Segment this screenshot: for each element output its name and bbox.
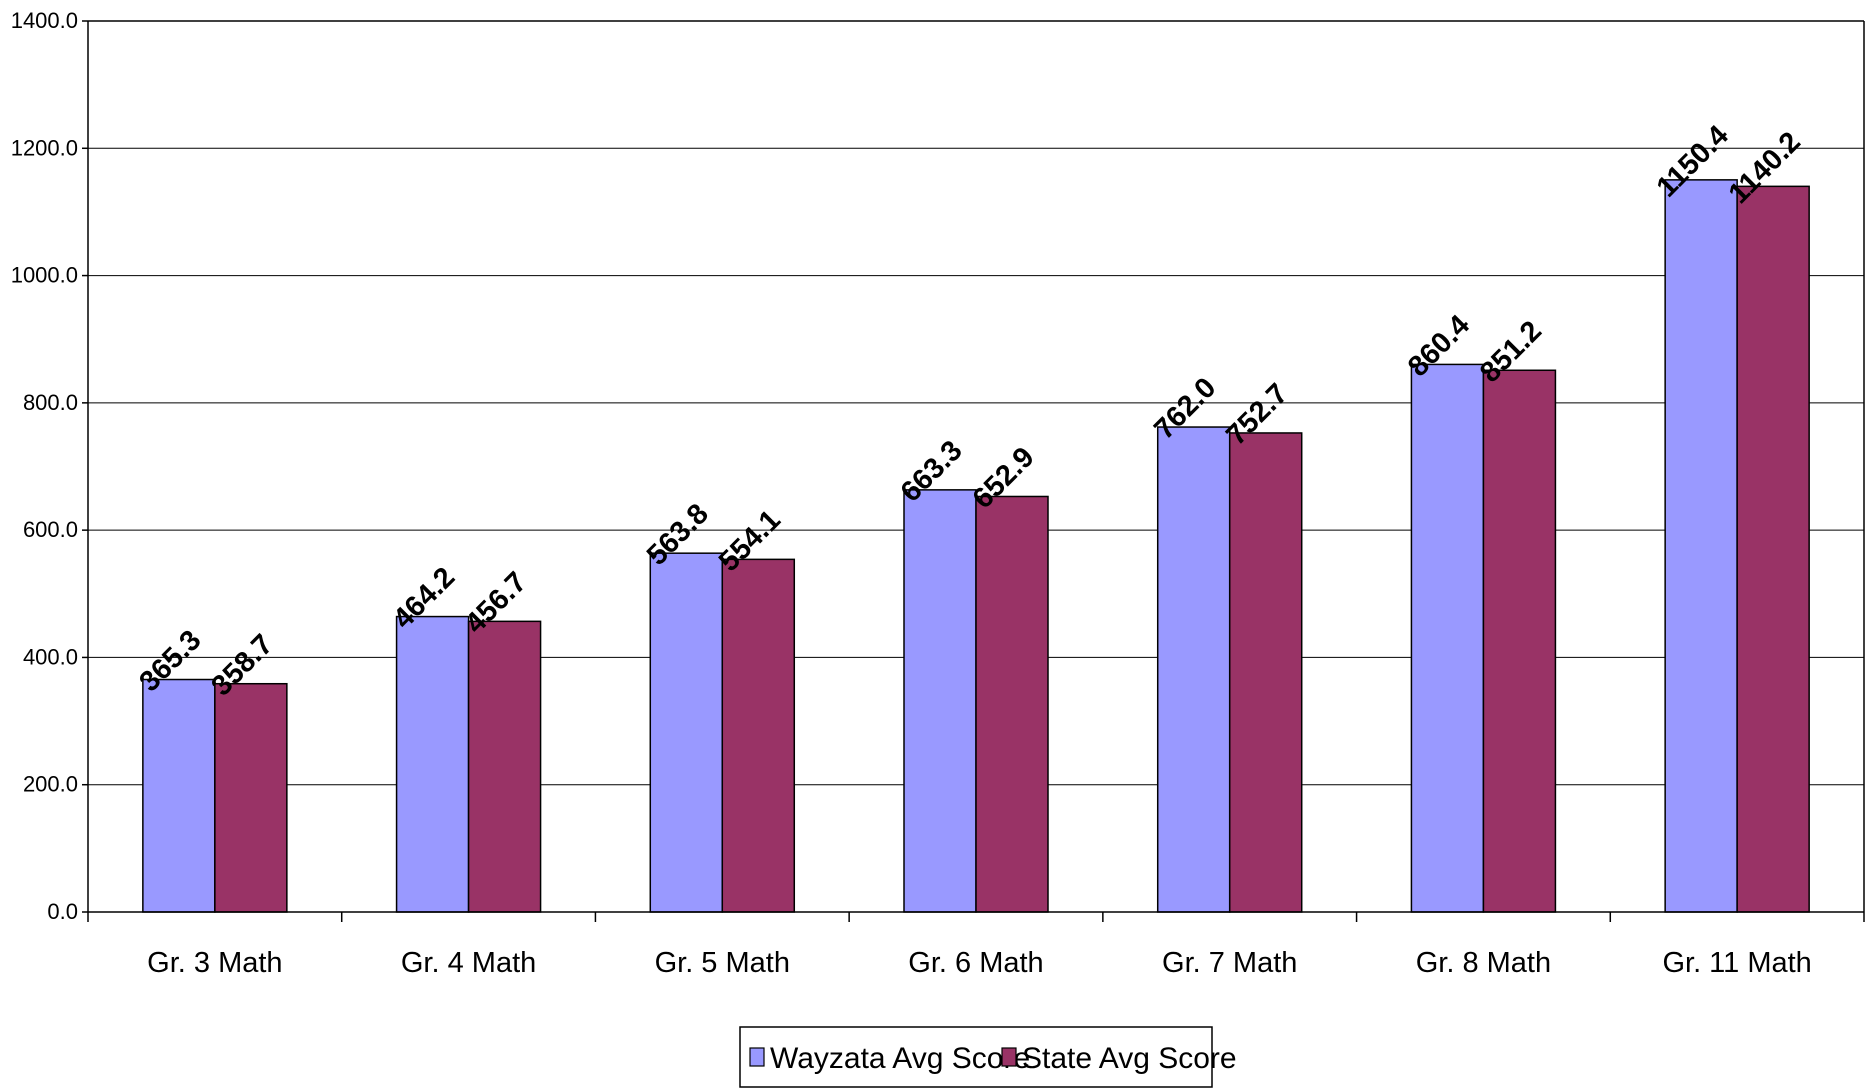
- x-category-label: Gr. 5 Math: [655, 947, 790, 979]
- x-category-labels: Gr. 3 Math Gr. 4 Math Gr. 5 Math Gr. 6 Math…: [147, 947, 1812, 979]
- bar-series-2: [1228, 432, 1303, 913]
- legend-entry: Wayzata Avg Score: [770, 1042, 1030, 1075]
- bar-series-2: [467, 620, 542, 913]
- y-tick-label: 0.0: [47, 899, 78, 924]
- x-category-label: Gr. 11 Math: [1662, 947, 1811, 979]
- y-tick-label: 1200.0: [11, 135, 78, 160]
- x-category-label: Gr. 8 Math: [1416, 947, 1551, 979]
- x-category-label: Gr. 7 Math: [1162, 947, 1297, 979]
- bar-series-1: [1664, 179, 1738, 913]
- bar-series-2: [721, 558, 796, 913]
- legend-box: [739, 1026, 1213, 1088]
- bar-series-1: [1156, 426, 1231, 913]
- y-tick-label: 200.0: [23, 772, 78, 797]
- bar-series-1: [649, 552, 724, 913]
- x-category-label: Gr. 3 Math: [147, 947, 282, 979]
- bar-series-2: [214, 682, 288, 913]
- y-tick-labels: 0.0 200.0 400.0 600.0 800.0 1000.0 1200.0 1400.…: [11, 8, 78, 924]
- legend-swatch: [749, 1047, 765, 1067]
- legend-entry: State Avg Score: [1022, 1042, 1237, 1075]
- y-tick-label: 800.0: [23, 390, 78, 415]
- bar-series-1: [142, 678, 216, 913]
- bars: [142, 179, 1810, 913]
- y-tick-label: 600.0: [23, 517, 78, 542]
- bar-series-2: [1736, 185, 1810, 913]
- bar-series-1: [395, 615, 470, 913]
- legend-swatch: [1001, 1047, 1017, 1067]
- bar-series-1: [1410, 363, 1485, 913]
- y-tick-label: 1400.0: [11, 8, 78, 33]
- bar-series-1: [903, 489, 977, 913]
- y-tick-label: 400.0: [23, 644, 78, 669]
- x-category-label: Gr. 4 Math: [401, 947, 536, 979]
- x-category-label: Gr. 6 Math: [908, 947, 1043, 979]
- bar-series-2: [1482, 369, 1557, 913]
- y-tick-label: 1000.0: [11, 263, 78, 288]
- axes: [82, 20, 1865, 922]
- bar-series-2: [975, 495, 1049, 913]
